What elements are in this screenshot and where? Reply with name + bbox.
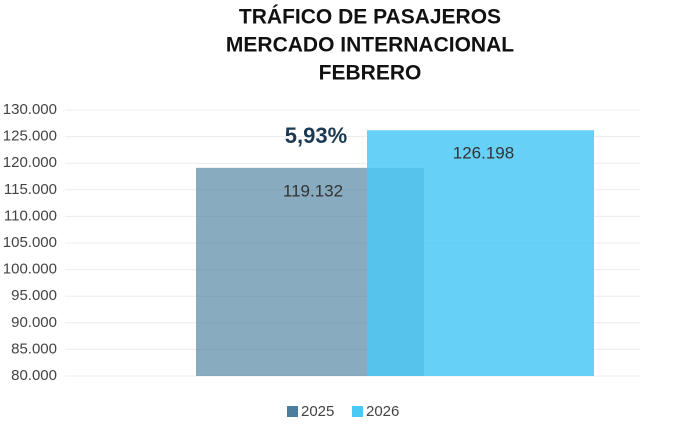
- legend-label: 2026: [366, 403, 399, 420]
- legend-label: 2025: [301, 403, 334, 420]
- chart-title: MERCADO INTERNACIONAL: [226, 34, 514, 57]
- y-tick-label: 80.000: [11, 367, 57, 384]
- y-tick-label: 85.000: [11, 340, 57, 357]
- y-tick-label: 130.000: [3, 101, 57, 118]
- chart-title: TRÁFICO DE PASAJEROS: [239, 6, 501, 29]
- y-tick-label: 115.000: [4, 181, 57, 198]
- bars: [196, 130, 594, 376]
- data-label: 126.198: [453, 144, 514, 163]
- data-label: 119.132: [283, 181, 343, 200]
- legend-swatch: [352, 406, 363, 417]
- y-tick-label: 90.000: [11, 314, 57, 331]
- y-tick-label: 120.000: [3, 154, 57, 171]
- y-tick-label: 95.000: [11, 287, 57, 304]
- legend-swatch: [287, 406, 298, 417]
- y-tick-label: 110.000: [4, 207, 57, 224]
- y-tick-label: 100.000: [3, 261, 57, 278]
- bar: [367, 130, 594, 376]
- annotation: 5,93%: [285, 123, 347, 148]
- y-tick-label: 105.000: [3, 234, 57, 251]
- y-tick-label: 125.000: [3, 128, 57, 145]
- chart-title: FEBRERO: [319, 62, 422, 85]
